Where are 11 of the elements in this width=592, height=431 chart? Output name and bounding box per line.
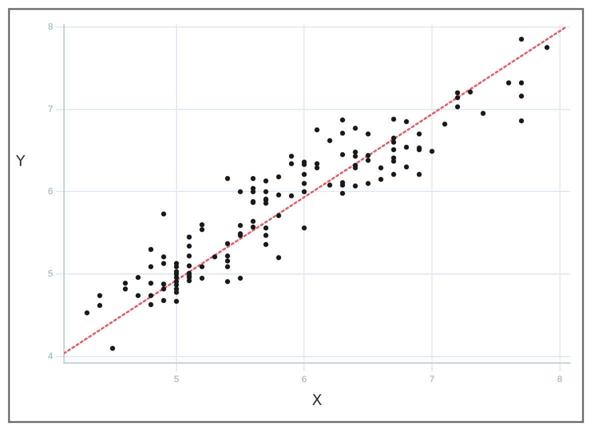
y-tick-label: 7 <box>48 104 53 114</box>
x-tick-label: 5 <box>174 374 179 384</box>
x-tick-label: 8 <box>557 374 562 384</box>
y-tick-label: 5 <box>48 268 53 279</box>
x-tick-label: 7 <box>429 374 435 384</box>
y-tick-label: 4 <box>48 351 53 362</box>
y-tick-label: 8 <box>48 21 53 32</box>
y-axis-title: Y <box>16 152 26 170</box>
y-tick-label: 6 <box>48 186 53 196</box>
x-axis-title: X <box>312 390 322 409</box>
x-tick-label: 6 <box>302 374 307 384</box>
